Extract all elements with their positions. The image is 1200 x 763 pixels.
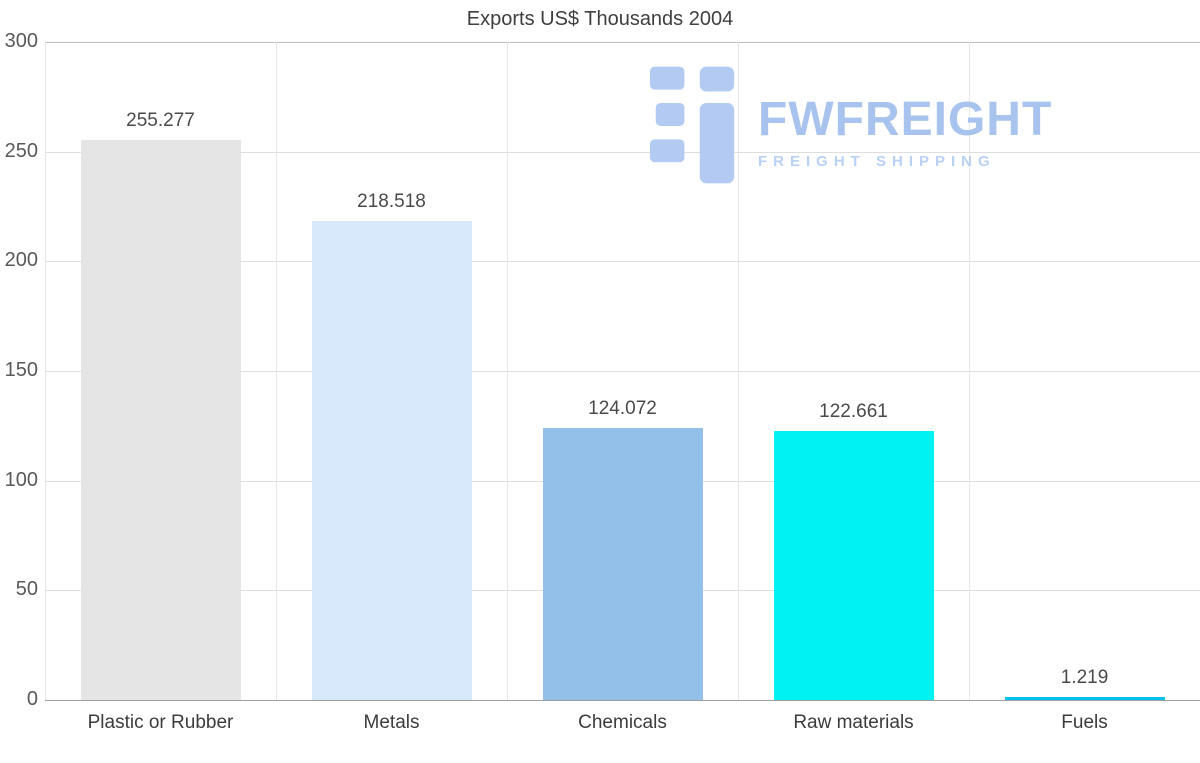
y-axis: 0 50 100 150 200 250 300 <box>0 0 38 763</box>
x-tick-label-plastic-or-rubber: Plastic or Rubber <box>87 712 234 733</box>
x-axis: Plastic or Rubber Metals Chemicals Raw mate… <box>45 700 1200 745</box>
gridline-y-200 <box>45 261 1200 262</box>
gridline-x-3 <box>738 42 739 700</box>
x-tick-label-raw-materials: Raw materials <box>793 712 914 733</box>
x-tick-label-chemicals: Chemicals <box>578 712 667 733</box>
gridline-x-2 <box>507 42 508 700</box>
y-tick-label-50: 50 <box>15 578 38 600</box>
value-label-metals: 218.518 <box>357 191 426 212</box>
chart-title: Exports US$ Thousands 2004 <box>466 8 734 30</box>
y-tick-label-150: 150 <box>4 359 38 381</box>
value-label-fuels: 1.219 <box>1060 667 1109 688</box>
logo-brand: FWFREIGHT <box>758 93 1053 146</box>
gridline-x-0 <box>45 42 46 700</box>
value-label-plastic-or-rubber: 255.277 <box>126 110 195 131</box>
value-label-chemicals: 124.072 <box>588 398 657 419</box>
gridline-x-1 <box>276 42 277 700</box>
x-tick-label-metals: Metals <box>363 712 420 733</box>
bar-chemicals <box>543 428 703 700</box>
x-tick-label-fuels: Fuels <box>1061 712 1108 733</box>
bar-raw-materials <box>774 431 934 700</box>
logo-tagline: FREIGHT SHIPPING <box>758 152 996 170</box>
y-tick-label-200: 200 <box>4 249 38 271</box>
gridline-x-4 <box>969 42 970 700</box>
fwfreight-logo: FWFREIGHT FREIGHT SHIPPING <box>650 66 1091 184</box>
plot-area: 255.277 218.518 124.072 122.661 1.219 <box>45 42 1200 701</box>
gridline-y-300 <box>45 42 1200 43</box>
bar-plastic-or-rubber <box>81 140 241 700</box>
bar-metals <box>312 221 472 700</box>
gridline-y-250 <box>45 152 1200 153</box>
y-tick-label-0: 0 <box>26 688 38 710</box>
y-tick-label-250: 250 <box>4 140 38 162</box>
gridline-y-150 <box>45 371 1200 372</box>
gridline-y-0 <box>45 700 1200 701</box>
value-label-raw-materials: 122.661 <box>819 401 888 422</box>
y-tick-label-300: 300 <box>4 30 38 52</box>
y-tick-label-100: 100 <box>4 469 38 491</box>
logo-text: FWFREIGHT FREIGHT SHIPPING <box>758 93 1091 170</box>
bar-fuels <box>1005 697 1165 700</box>
fwfreight-logo-icon <box>650 66 735 184</box>
